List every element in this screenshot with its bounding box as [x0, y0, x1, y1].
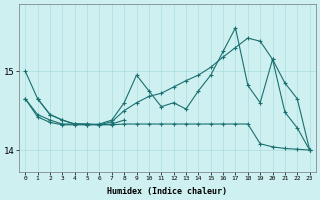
X-axis label: Humidex (Indice chaleur): Humidex (Indice chaleur) [108, 187, 228, 196]
